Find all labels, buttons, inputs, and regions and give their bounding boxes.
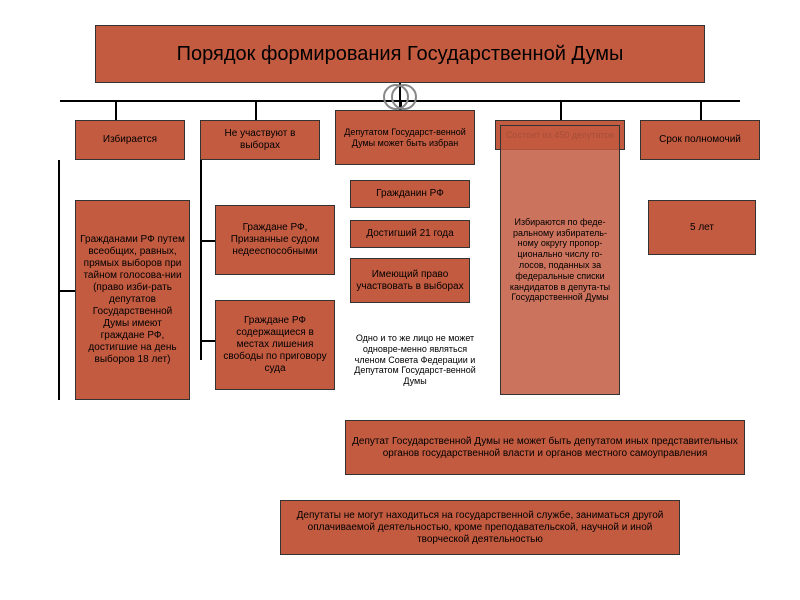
r1-can-be-deputy: Депутатом Государст-венной Думы может бы… (335, 110, 475, 165)
conn-c2-down (200, 160, 202, 360)
col3-d-text: Одно и то же лицо не может одновре-менно… (354, 333, 476, 387)
col2-incapable: Граждане РФ, Признанные судом недееспосо… (215, 205, 335, 275)
conn-r1-c5 (700, 100, 702, 120)
col3-age21: Достигший 21 года (350, 220, 470, 248)
col1-a-text: Гражданами РФ путем всеобщих, равных, пр… (80, 234, 185, 366)
r1-c1-text: Избирается (103, 134, 157, 146)
col2-b-text: Граждане РФ содержащиеся в местах лишени… (220, 315, 330, 375)
col4-federal-list: Избираются по феде-ральному избиратель-н… (500, 125, 620, 395)
col2-imprisoned: Граждане РФ содержащиеся в местах лишени… (215, 300, 335, 390)
col3-same-person: Одно и то же лицо не может одновре-менно… (350, 300, 480, 420)
col4-overlay-text: Избираются по феде-ральному избиратель-н… (505, 217, 615, 303)
decor-circle-2 (391, 84, 417, 110)
col5-5years: 5 лет (648, 200, 756, 255)
r1-c2-text: Не участвуют в выборах (205, 128, 315, 152)
col2-a-text: Граждане РФ, Признанные судом недееспосо… (220, 222, 330, 258)
wide2-text: Депутаты не могут находиться на государс… (285, 510, 675, 546)
r1-elected: Избирается (75, 120, 185, 160)
r1-no-vote: Не участвуют в выборах (200, 120, 320, 160)
col5-a-text: 5 лет (690, 222, 714, 234)
col3-a-text: Гражданин РФ (376, 188, 444, 200)
conn-r1-c2 (255, 100, 257, 120)
col3-c-text: Имеющий право участвовать в выборах (355, 269, 465, 293)
r1-c3-text: Депутатом Государст-венной Думы может бы… (340, 127, 470, 149)
conn-r1-c4 (560, 100, 562, 120)
col1-citizens: Гражданами РФ путем всеобщих, равных, пр… (75, 200, 190, 400)
r1-term: Срок полномочий (640, 120, 760, 160)
title-box: Порядок формирования Государственной Дум… (95, 25, 705, 83)
col3-citizen-rf: Гражданин РФ (350, 180, 470, 208)
wide1-text: Депутат Государственной Думы не может бы… (350, 436, 740, 460)
conn-c1-down (58, 160, 60, 400)
r1-c5-text: Срок полномочий (659, 134, 741, 146)
conn-r1-c1 (115, 100, 117, 120)
title-text: Порядок формирования Государственной Дум… (177, 42, 624, 66)
col3-b-text: Достигший 21 года (366, 228, 453, 240)
wide-no-gov-service: Депутаты не могут находиться на государс… (280, 500, 680, 555)
col3-right-vote: Имеющий право участвовать в выборах (350, 258, 470, 303)
wide-no-other-rep: Депутат Государственной Думы не может бы… (345, 420, 745, 475)
